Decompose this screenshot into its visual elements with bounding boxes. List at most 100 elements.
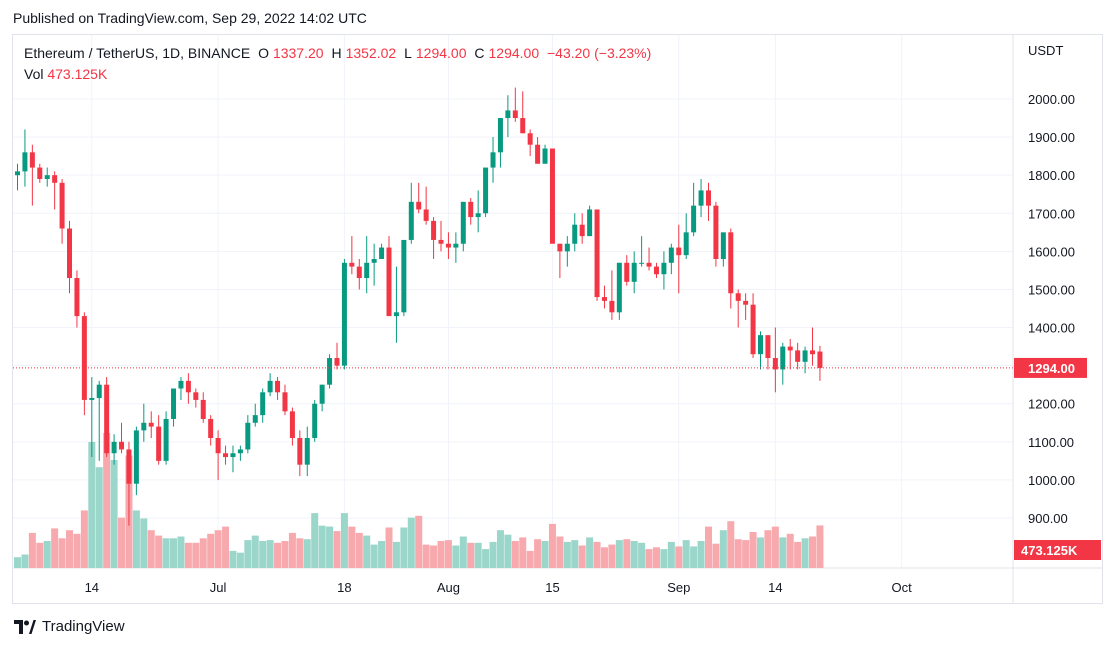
- candle-body: [52, 175, 58, 183]
- footer-brand-label: TradingView: [42, 618, 125, 635]
- candle-body: [490, 152, 496, 168]
- volume-bar: [266, 540, 274, 568]
- candle-body: [126, 449, 132, 484]
- footer-brand[interactable]: TradingView: [14, 618, 125, 635]
- candle-body: [401, 239, 407, 313]
- candle-body: [364, 262, 370, 279]
- volume-bar: [534, 539, 542, 568]
- y-tick-label: 1400.00: [1028, 321, 1075, 336]
- volume-bar: [548, 523, 556, 568]
- x-tick-label: Jul: [210, 580, 227, 595]
- x-tick-label: 14: [768, 580, 782, 595]
- candle-body: [59, 182, 65, 229]
- candle-body: [587, 209, 593, 237]
- volume-bar: [66, 530, 74, 568]
- volume-bar: [482, 549, 490, 568]
- candle-body: [178, 380, 184, 389]
- candle-body: [416, 201, 422, 210]
- candle-body: [104, 384, 110, 454]
- volume-bar: [526, 550, 534, 568]
- candle-body: [341, 262, 347, 366]
- candle-body: [230, 453, 236, 458]
- symbol-title: Ethereum / TetherUS, 1D, BINANCE: [24, 45, 251, 61]
- candle-body: [200, 399, 206, 419]
- volume-bar: [519, 537, 527, 568]
- candle-body: [787, 346, 793, 351]
- candle-body: [691, 205, 697, 233]
- chart-frame[interactable]: [12, 34, 1103, 604]
- candle-body: [171, 388, 177, 419]
- candle-body: [460, 201, 466, 244]
- candle-body: [817, 351, 823, 368]
- candle-body: [96, 384, 102, 399]
- candle-body: [713, 205, 719, 259]
- volume-bar: [355, 532, 363, 568]
- volume-bar: [21, 554, 29, 568]
- volume-bar: [645, 549, 653, 568]
- candle-body: [542, 148, 548, 164]
- candle-body: [349, 262, 355, 267]
- candle-body: [609, 300, 615, 313]
- volume-bar: [452, 545, 460, 568]
- candle-body: [505, 110, 511, 119]
- volume-bar: [541, 541, 549, 568]
- candle-body: [111, 441, 117, 454]
- volume-bar: [110, 460, 118, 568]
- vol-value: 473.125K: [47, 66, 108, 82]
- open-label: O: [258, 45, 269, 61]
- volume-bar: [563, 541, 571, 568]
- candle-body: [438, 239, 444, 244]
- volume-bar: [704, 526, 712, 568]
- candle-body: [549, 148, 555, 244]
- volume-bar: [236, 552, 244, 568]
- volume-bar: [801, 538, 809, 568]
- candle-body: [371, 258, 377, 263]
- candle-body: [728, 232, 734, 294]
- candle-body: [208, 418, 214, 439]
- volume-bar: [771, 526, 779, 568]
- volume-bar: [779, 537, 787, 568]
- candle-body: [260, 392, 266, 416]
- candle-body: [223, 453, 229, 458]
- candle-body: [475, 213, 481, 218]
- y-tick-label: 1000.00: [1028, 473, 1075, 488]
- candle-body: [483, 167, 489, 214]
- change-value: −43.20 (−3.23%): [547, 45, 652, 61]
- candle-body: [616, 262, 622, 313]
- candle-body: [22, 152, 28, 172]
- candle-body: [89, 398, 95, 400]
- candle-body: [676, 247, 682, 256]
- candle-body: [156, 426, 162, 461]
- last-price-label: 1294.00: [1028, 361, 1075, 376]
- candle-body: [445, 243, 451, 248]
- candle-body: [624, 262, 630, 282]
- volume-bar: [437, 541, 445, 568]
- x-tick-label: 18: [337, 580, 351, 595]
- volume-bar: [207, 533, 215, 568]
- candle-body: [119, 441, 125, 450]
- candle-body: [252, 415, 258, 423]
- open-value: 1337.20: [272, 45, 324, 61]
- x-tick-label: Sep: [667, 580, 690, 595]
- volume-bar: [199, 538, 207, 568]
- volume-bar: [467, 542, 475, 568]
- volume-bar: [259, 541, 267, 568]
- candle-body: [15, 171, 20, 176]
- candle-body: [148, 422, 154, 427]
- candle-body: [631, 262, 637, 282]
- candle-body: [743, 300, 749, 305]
- candle-body: [289, 411, 295, 439]
- volume-bar: [244, 540, 252, 568]
- volume-bar: [764, 530, 772, 568]
- volume-bar: [303, 539, 311, 568]
- candle-body: [527, 133, 533, 145]
- candle-body: [29, 152, 35, 168]
- volume-bar: [407, 517, 415, 568]
- candle-body: [297, 438, 303, 465]
- candle-body: [698, 190, 704, 206]
- y-tick-label: 1200.00: [1028, 397, 1075, 412]
- candle-body: [802, 350, 808, 362]
- candle-body: [282, 392, 288, 412]
- candle-body: [393, 312, 399, 317]
